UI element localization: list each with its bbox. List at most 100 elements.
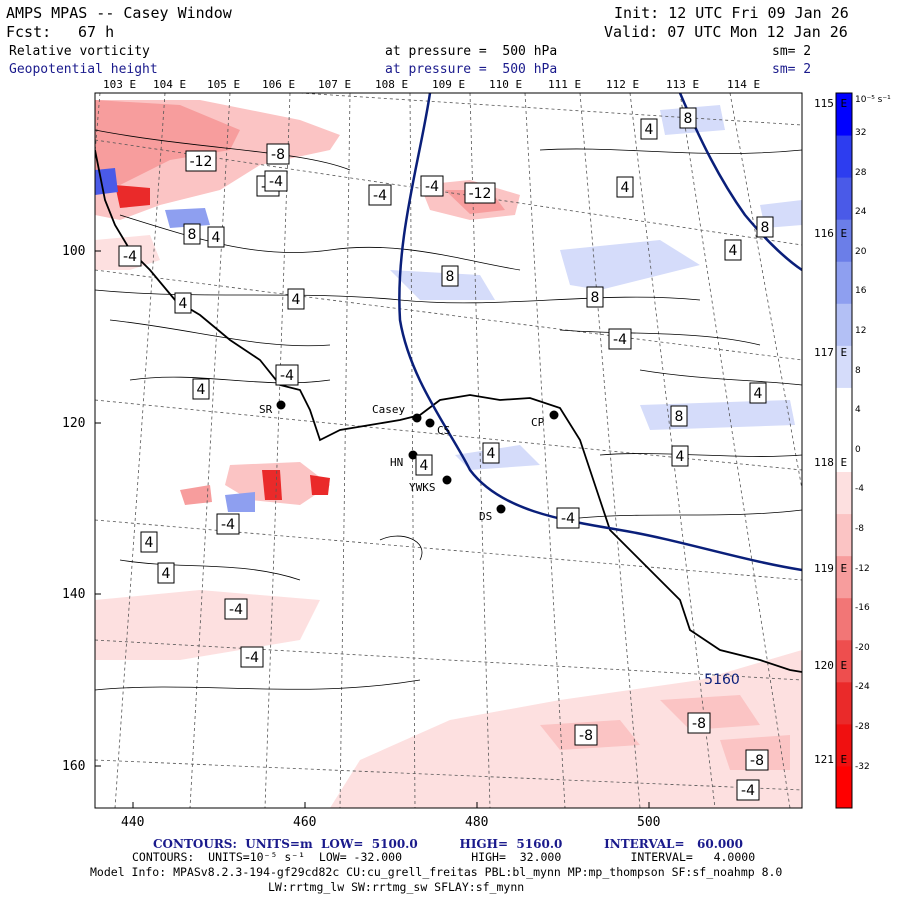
- contour-label-text: -4: [741, 783, 755, 799]
- contour-label-text: 4: [212, 230, 221, 246]
- colorbar-segment: [836, 513, 852, 557]
- contour-label-text: 8: [684, 111, 693, 127]
- contour-label: 4: [640, 118, 658, 140]
- colorbar-segment: [836, 639, 852, 683]
- contour-label-text: 4: [621, 180, 630, 196]
- station-label-sr: SR: [259, 403, 273, 416]
- footer-contours-vorticity: CONTOURS: UNITS=10⁻⁵ s⁻¹ LOW= -32.000 HI…: [132, 850, 756, 864]
- contour-label: -8: [687, 712, 711, 734]
- contour-label-text: 4: [754, 386, 763, 402]
- contour-label: -8: [574, 724, 598, 746]
- contour-label-text: -4: [123, 249, 137, 265]
- x-tick-label: 480: [465, 815, 489, 830]
- contour-label: -4: [118, 245, 142, 267]
- contour-label-text: -8: [692, 716, 706, 732]
- colorbar-label: -16: [855, 603, 870, 614]
- contour-label-text: -12: [190, 154, 213, 170]
- colorbar-segment: [836, 303, 852, 346]
- contour-label-text: 4: [676, 449, 685, 465]
- lon-label-top: 110 E: [489, 78, 523, 91]
- field2-name: Geopotential height: [9, 62, 158, 77]
- x-tick-label: 500: [637, 815, 661, 830]
- y-tick-label: 140: [62, 587, 86, 602]
- contour-label-text: 4: [145, 535, 154, 551]
- contour-label: 8: [670, 405, 688, 427]
- colorbar-label: 24: [855, 207, 867, 218]
- map-frame: [94, 92, 803, 809]
- contour-label-text: 4: [645, 122, 654, 138]
- lon-label-top: 112 E: [606, 78, 640, 91]
- contour-label-text: -12: [469, 186, 492, 202]
- colorbar-segment: [836, 471, 852, 515]
- contour-label: -4: [368, 184, 392, 206]
- colorbar-label: 28: [855, 167, 867, 178]
- colorbar-label: -12: [855, 563, 870, 574]
- colorbar-segment: [836, 261, 852, 304]
- colorbar-segment: [836, 345, 852, 388]
- contour-label: 8: [756, 216, 774, 238]
- contour-label: -12: [464, 182, 496, 204]
- station-label-ywks: YWKS: [409, 481, 436, 494]
- colorbar-label: 16: [855, 286, 867, 297]
- colorbar-segment: [836, 387, 852, 430]
- field1-pressure: at pressure = 500 hPa: [385, 44, 558, 59]
- lon-label-right: 115 E: [814, 97, 848, 110]
- colorbar-label: -28: [855, 722, 870, 732]
- contour-label: -4: [264, 170, 288, 192]
- contour-label-text: 4: [179, 296, 188, 312]
- station-markers: [276, 400, 559, 514]
- footer-model-info-2: LW:rrtmg_lw SW:rrtmg_sw SFLAY:sf_mynn: [268, 880, 525, 894]
- lon-label-right: 120 E: [814, 659, 848, 672]
- station-label-cs: CS: [437, 424, 451, 437]
- lon-label-right: 121 E: [814, 753, 848, 766]
- contour-label: -12: [185, 150, 217, 172]
- colorbar-label: 32: [855, 128, 867, 138]
- contour-label-text: 4: [729, 243, 738, 259]
- contour-label: -8: [266, 143, 290, 165]
- station-dot-hn: [408, 450, 418, 460]
- y-tick-label: 100: [62, 244, 86, 259]
- colorbar-segment: [836, 135, 852, 178]
- init-time: Init: 12 UTC Fri 09 Jan 26: [614, 4, 849, 22]
- station-label-ds: DS: [479, 510, 493, 523]
- colorbar-segment: [836, 597, 852, 641]
- geopotential-contours: [398, 93, 802, 572]
- field1-name: Relative vorticity: [9, 44, 150, 59]
- colorbar-frame: [835, 92, 853, 809]
- station-label-cp: CP: [531, 416, 545, 429]
- lon-label-top: 113 E: [666, 78, 700, 91]
- contour-label: -4: [216, 513, 240, 535]
- contour-label: 4: [616, 176, 634, 198]
- contour-label-text: 8: [591, 290, 600, 306]
- contour-label: 4: [174, 292, 192, 314]
- contour-label: 8: [441, 265, 459, 287]
- field2-smoothing: sm= 2: [772, 62, 812, 77]
- lon-label-top: 103 E: [103, 78, 137, 91]
- x-tick-label: 440: [121, 815, 145, 830]
- contour-label: -4: [240, 646, 264, 668]
- contour-label: -4: [608, 328, 632, 350]
- colorbar-label: -8: [855, 524, 864, 534]
- colorbar-segment: [836, 429, 852, 473]
- contour-labels: -12-8-8-4-4-12-484-4484448848-44-448444-…: [118, 107, 774, 801]
- contour-label-text: -8: [271, 147, 285, 163]
- colorbar-unit: 10⁻⁵ s⁻¹: [855, 95, 891, 105]
- chart-title: AMPS MPAS -- Casey Window: [6, 4, 232, 22]
- contour-label: 8: [586, 286, 604, 308]
- lon-label-top: 104 E: [153, 78, 187, 91]
- y-tick-label: 160: [62, 759, 86, 774]
- contour-label: 4: [749, 382, 767, 404]
- lon-label-top: 106 E: [262, 78, 296, 91]
- contour-label: 8: [183, 223, 201, 245]
- field1-smoothing: sm= 2: [772, 44, 812, 59]
- contour-label: -4: [556, 507, 580, 529]
- colorbar-label: 8: [855, 365, 861, 376]
- contour-label: 8: [679, 107, 697, 129]
- station-label-casey: Casey: [372, 403, 406, 416]
- colorbar-label: -32: [855, 761, 870, 772]
- station-dot-ds: [496, 504, 506, 514]
- field2-pressure: at pressure = 500 hPa: [385, 62, 558, 77]
- contour-label: 4: [140, 531, 158, 553]
- lon-label-top: 114 E: [727, 78, 761, 91]
